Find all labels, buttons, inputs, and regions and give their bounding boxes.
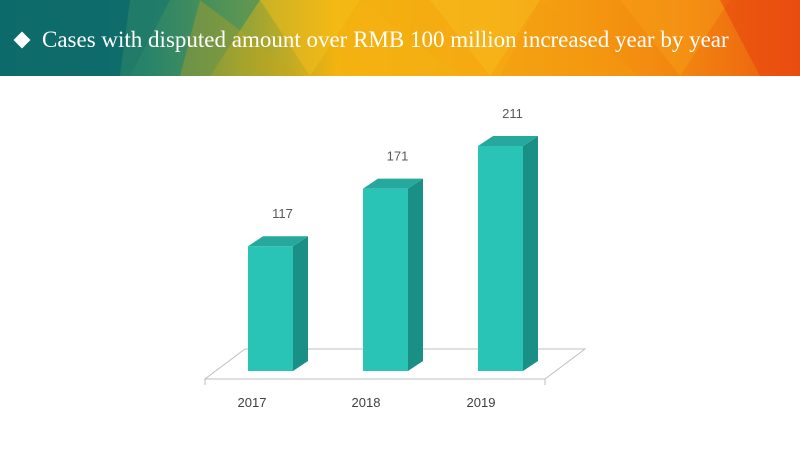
slide-title: Cases with disputed amount over RMB 100 … bbox=[12, 25, 729, 55]
x-tick-label: 2018 bbox=[352, 395, 381, 410]
data-label: 117 bbox=[272, 206, 293, 221]
bar-top bbox=[363, 178, 423, 189]
bar-side bbox=[408, 178, 423, 371]
data-label: 211 bbox=[502, 106, 523, 121]
banner-background bbox=[0, 0, 800, 76]
header-banner: Cases with disputed amount over RMB 100 … bbox=[0, 0, 800, 76]
diamond-bullet-icon bbox=[13, 31, 31, 49]
bar-side bbox=[293, 236, 308, 371]
bar-front bbox=[363, 188, 408, 371]
slide-title-text: Cases with disputed amount over RMB 100 … bbox=[42, 27, 729, 52]
x-tick-label: 2019 bbox=[467, 395, 496, 410]
bar-top bbox=[248, 236, 308, 247]
bar-side bbox=[523, 136, 538, 371]
bar-front bbox=[248, 246, 293, 371]
bar-top bbox=[478, 136, 538, 146]
x-tick-label: 2017 bbox=[238, 395, 267, 410]
data-label: 171 bbox=[387, 149, 409, 164]
bar-chart: 117 2017 171 2018 211 2019 bbox=[0, 76, 800, 450]
bar-chart-canvas: 117 2017 171 2018 211 2019 bbox=[203, 106, 587, 410]
bar-front bbox=[478, 146, 523, 371]
